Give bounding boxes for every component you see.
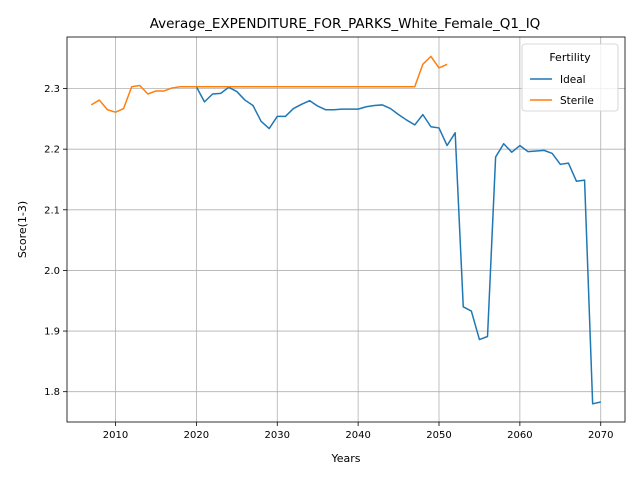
x-tick-label: 2010: [103, 430, 128, 441]
x-tick-label: 2060: [507, 430, 532, 441]
y-tick-label: 2.3: [44, 84, 60, 95]
legend-label-ideal: Ideal: [560, 74, 586, 86]
legend-title: Fertility: [549, 51, 591, 64]
y-tick-label: 1.9: [44, 327, 60, 338]
series-line-sterile: [90, 55, 448, 113]
series-lines: [90, 55, 601, 405]
y-axis-ticks: 1.8 1.9 2.0 2.1 2.2 2.3: [44, 84, 67, 398]
legend-items: Ideal Sterile: [530, 74, 594, 107]
legend-label-sterile: Sterile: [560, 95, 594, 107]
x-tick-label: 2030: [265, 430, 290, 441]
y-tick-label: 2.1: [44, 205, 60, 216]
legend-box: [521, 43, 619, 112]
y-tick-label: 1.8: [44, 387, 60, 398]
y-tick-label: 2.0: [44, 266, 60, 277]
legend: Fertility Ideal Sterile: [521, 43, 619, 112]
y-axis-label: Score(1-3): [16, 201, 29, 258]
plot-area-frame: [66, 36, 626, 423]
x-axis-label: Years: [330, 452, 360, 465]
x-axis-ticks: 2010 2020 2030 2040 2050 2060 2070: [103, 422, 613, 441]
series-line-ideal: [195, 86, 601, 405]
y-tick-label: 2.2: [44, 145, 60, 156]
x-tick-label: 2020: [184, 430, 209, 441]
x-tick-label: 2070: [588, 430, 613, 441]
x-tick-label: 2050: [426, 430, 451, 441]
chart-title: Average_EXPENDITURE_FOR_PARKS_White_Fema…: [150, 16, 541, 32]
x-tick-label: 2040: [345, 430, 370, 441]
